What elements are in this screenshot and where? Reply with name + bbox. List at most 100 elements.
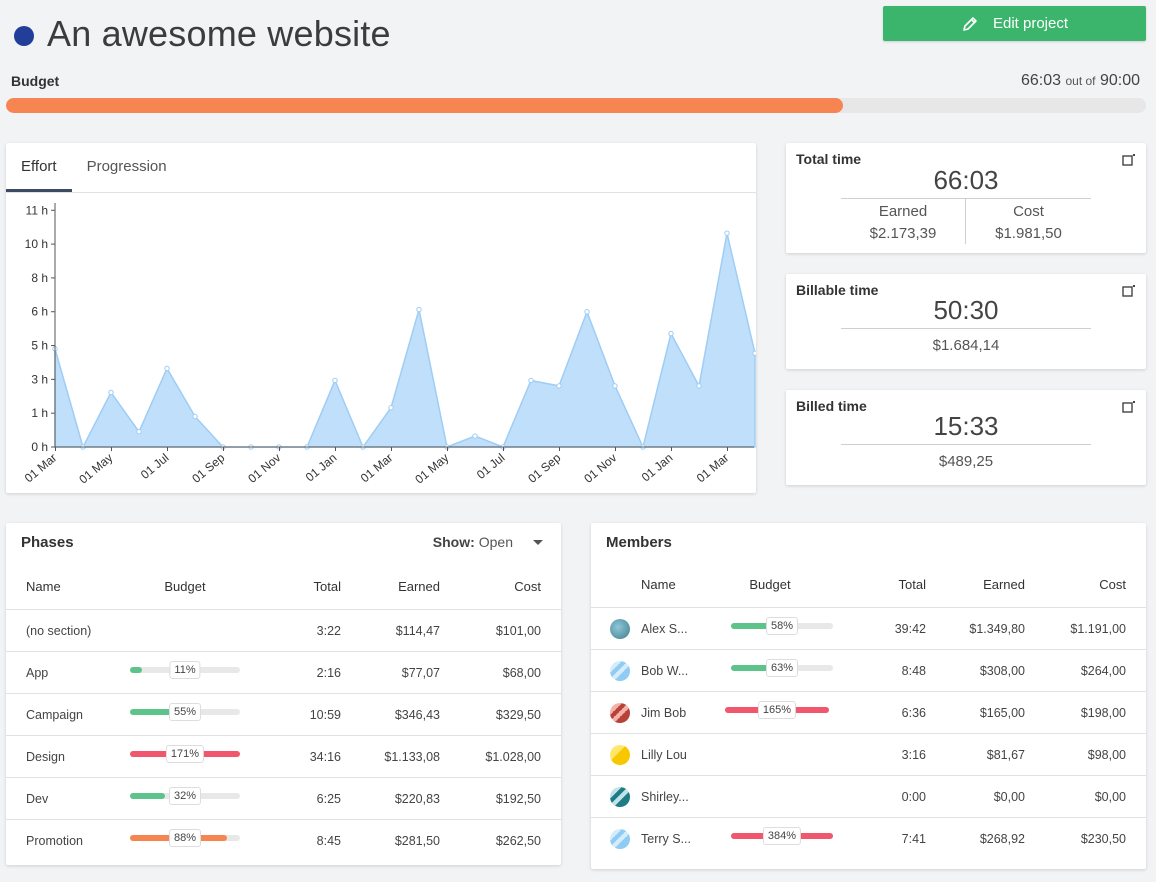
edit-project-label: Edit project (992, 15, 1069, 32)
series-area (54, 233, 756, 450)
budget-percent: 384% (762, 827, 802, 845)
project-title: An awesome website (47, 13, 391, 54)
table-row[interactable]: Campaign 55% 10:59 $346,43 $329,50 (6, 693, 561, 735)
row-earned: $268,92 (979, 832, 1025, 846)
tab-effort[interactable]: Effort (6, 143, 72, 192)
row-name: Design (26, 750, 65, 764)
row-cost: $1.191,00 (1070, 622, 1126, 636)
chevron-down-icon (533, 539, 543, 545)
row-name: (no section) (26, 624, 92, 638)
budget-bar: 55% (130, 703, 240, 721)
x-tick-label: 01 Nov (245, 451, 283, 486)
x-tick-label: 01 Sep (525, 450, 563, 485)
avatar (610, 703, 630, 723)
row-earned: $114,47 (395, 624, 440, 638)
row-earned: $220,83 (394, 792, 440, 806)
x-tick-label: 01 May (412, 451, 451, 487)
edit-project-button[interactable]: Edit project (883, 6, 1146, 41)
stat-divider (841, 444, 1091, 445)
budget-used: 66:03 (1020, 72, 1062, 89)
expand-icon[interactable] (1122, 284, 1136, 298)
row-cost: $230,50 (1080, 832, 1126, 846)
x-tick-label: 01 Jul (138, 451, 172, 482)
members-table-header: Name Budget Total Earned Cost (591, 563, 1146, 607)
budget-bar: 58% (731, 617, 833, 635)
y-tick-label: 11 h (26, 203, 48, 217)
data-point (108, 389, 114, 396)
data-point (584, 309, 590, 315)
col-name: Name (641, 577, 676, 592)
table-row[interactable]: Design 171% 34:16 $1.133,08 $1.028,00 (6, 735, 561, 777)
table-row[interactable]: Jim Bob 165% 6:36 $165,00 $198,00 (591, 691, 1146, 733)
cost-label: Cost (1013, 203, 1044, 220)
data-point (556, 383, 562, 389)
col-earned: Earned (983, 577, 1025, 592)
table-row[interactable]: Shirley... 0:00 $0,00 $0,00 (591, 775, 1146, 817)
data-point (668, 330, 674, 337)
total-time-value: 66:03 (933, 165, 999, 195)
x-tick-label: 01 Sep (189, 450, 227, 485)
data-point (332, 377, 338, 384)
row-cost: $101,00 (495, 624, 541, 638)
billed-time-card: Billed time 15:33 $489,25 (786, 390, 1146, 485)
table-row[interactable]: Dev 32% 6:25 $220,83 $192,50 (6, 777, 561, 819)
budget-bar: 171% (130, 745, 240, 763)
table-row[interactable]: Alex S... 58% 39:42 $1.349,80 $1.191,00 (591, 607, 1146, 649)
avatar (610, 787, 630, 807)
stat-divider (841, 198, 1091, 199)
budget-bar: 384% (731, 827, 833, 845)
cost-value: $1.981,50 (995, 225, 1062, 242)
row-name: Bob W... (641, 664, 689, 678)
row-earned: $0,00 (993, 790, 1025, 804)
tab-progression[interactable]: Progression (86, 158, 167, 175)
col-budget: Budget (749, 577, 791, 592)
effort-chart-card: Effort Progression 0 h 1 h 3 h 5 h 6 h 8 h 10 … (6, 143, 756, 493)
y-tick-label: 8 h (31, 271, 48, 285)
expand-icon[interactable] (1122, 400, 1136, 414)
col-earned: Earned (398, 579, 440, 594)
row-name: Jim Bob (641, 706, 687, 720)
table-row[interactable]: (no section) 3:22 $114,47 $101,00 (6, 609, 561, 651)
show-filter-value: Open (478, 534, 513, 550)
table-row[interactable]: Terry S... 384% 7:41 $268,92 $230,50 (591, 817, 1146, 859)
col-cost: Cost (514, 579, 541, 594)
avatar (610, 661, 630, 681)
data-point (192, 413, 198, 420)
row-total: 7:41 (901, 832, 926, 846)
col-name: Name (26, 579, 61, 594)
row-total: 39:42 (894, 622, 926, 636)
billed-amount: $489,25 (938, 453, 994, 470)
data-point (724, 230, 730, 236)
col-cost: Cost (1099, 577, 1126, 592)
billed-time-title: Billed time (796, 398, 867, 414)
show-filter-label: Show: (432, 534, 475, 550)
budget-percent: 58% (765, 617, 799, 635)
table-row[interactable]: Bob W... 63% 8:48 $308,00 $264,00 (591, 649, 1146, 691)
data-point (136, 429, 142, 435)
effort-area-chart: 0 h 1 h 3 h 5 h 6 h 8 h 10 h 11 h 01 Mar 01 May 01… (22, 203, 756, 487)
x-tick-label: 01 Mar (358, 451, 396, 486)
expand-icon[interactable] (1122, 153, 1136, 167)
x-tick-label: 01 Jul (474, 451, 508, 482)
show-filter-dropdown[interactable]: Show: Open (433, 534, 543, 550)
table-row[interactable]: Lilly Lou 3:16 $81,67 $98,00 (591, 733, 1146, 775)
table-row[interactable]: Promotion 88% 8:45 $281,50 $262,50 (6, 819, 561, 861)
billable-time-value: 50:30 (933, 295, 999, 325)
row-name: Promotion (26, 834, 83, 848)
billed-time-value: 15:33 (933, 411, 999, 441)
x-tick-label: 01 Mar (22, 451, 60, 486)
row-cost: $329,50 (495, 708, 541, 722)
budget-bar: 165% (725, 701, 829, 719)
total-time-card: Total time 66:03 Earned $2.173,39 Cost $… (786, 143, 1146, 253)
budget-progress-fill (6, 98, 843, 113)
avatar (610, 619, 630, 639)
row-cost: $198,00 (1080, 706, 1126, 720)
x-tick-label: 01 May (76, 451, 115, 487)
row-cost: $192,50 (495, 792, 541, 806)
row-earned: $165,00 (979, 706, 1025, 720)
row-earned: $281,50 (394, 834, 440, 848)
row-cost: $1.028,00 (485, 750, 541, 764)
billable-amount: $1.684,14 (932, 337, 1000, 354)
table-row[interactable]: App 11% 2:16 $77,07 $68,00 (6, 651, 561, 693)
row-name: Campaign (26, 708, 83, 722)
